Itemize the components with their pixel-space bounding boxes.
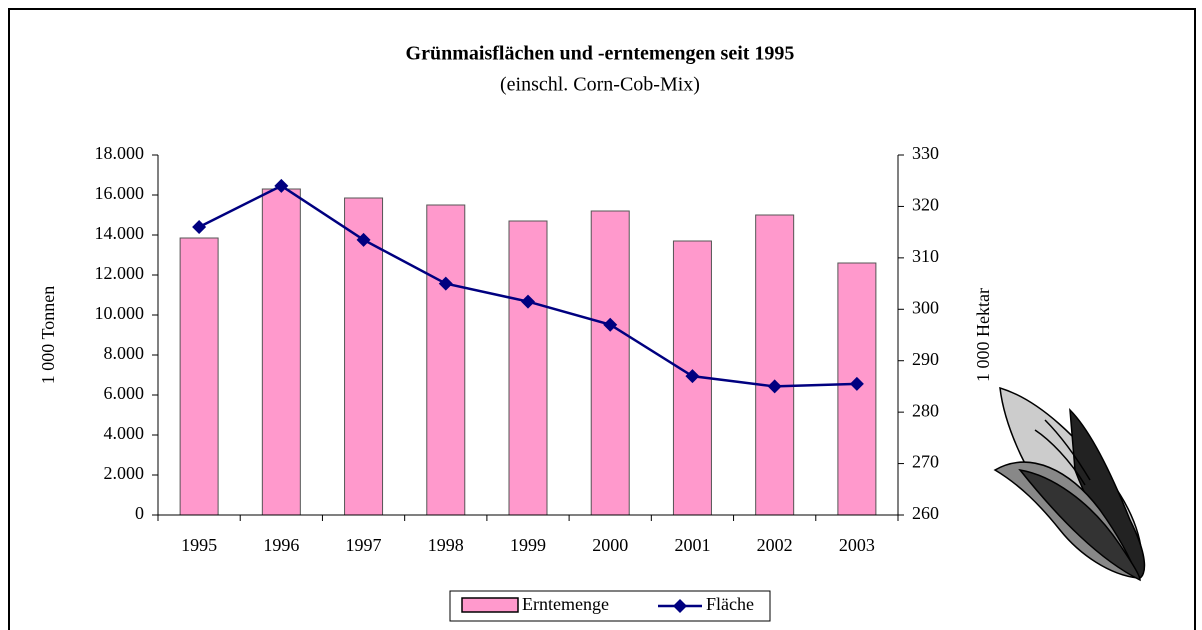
x-tick-label: 2003 [839,535,875,555]
y2-tick-label: 270 [912,452,939,472]
bar [426,204,466,516]
y-tick-label: 8.000 [104,343,145,363]
marker [521,294,535,309]
marker [849,376,864,391]
bar [344,197,384,516]
x-tick-label: 2002 [757,535,793,555]
y-tick-label: 16.000 [95,183,145,203]
y-tick-label: 0 [135,503,144,523]
y2-tick-label: 260 [912,503,939,523]
marker [438,276,453,291]
y-tick-label: 14.000 [95,223,145,243]
chart-title: Grünmaisflächen und -erntemengen seit 19… [406,43,795,65]
y2-tick-label: 320 [912,195,939,215]
marker [603,317,618,332]
legend-swatch [461,597,519,613]
marker [274,178,289,193]
marker [192,220,207,234]
x-tick-label: 1999 [510,535,546,555]
legend-marker [673,599,687,613]
x-tick-label: 2001 [674,535,710,555]
legend-label: Erntemenge [522,594,609,614]
chart-subtitle: (einschl. Corn-Cob-Mix) [500,74,700,96]
bar [508,220,548,516]
x-tick-label: 1997 [346,535,382,555]
y2-tick-label: 290 [912,349,939,369]
y-tick-label: 12.000 [95,263,145,283]
y-tick-label: 4.000 [104,423,145,443]
marker [685,369,700,384]
y2-tick-label: 310 [912,246,939,266]
y-axis-label: 1 000 Tonnen [38,286,58,384]
bar [261,188,301,516]
y2-tick-label: 280 [912,400,939,420]
x-tick-label: 1998 [428,535,464,555]
y2-tick-label: 300 [912,297,939,317]
marker [356,232,371,247]
y-tick-label: 18.000 [95,143,145,163]
bar [590,210,630,516]
y-tick-label: 6.000 [104,383,145,403]
x-tick-label: 1995 [181,535,217,555]
x-tick-label: 2000 [592,535,628,555]
y2-axis-label: 1 000 Hektar [973,288,993,382]
y2-tick-label: 330 [912,143,939,163]
x-tick-label: 1996 [263,535,299,555]
marker [767,379,782,394]
bar [179,237,219,516]
legend-label: Fläche [706,594,754,614]
bar [755,214,795,516]
y-tick-label: 10.000 [95,303,145,323]
corn-illustration [993,386,1146,582]
y-tick-label: 2.000 [104,463,145,483]
